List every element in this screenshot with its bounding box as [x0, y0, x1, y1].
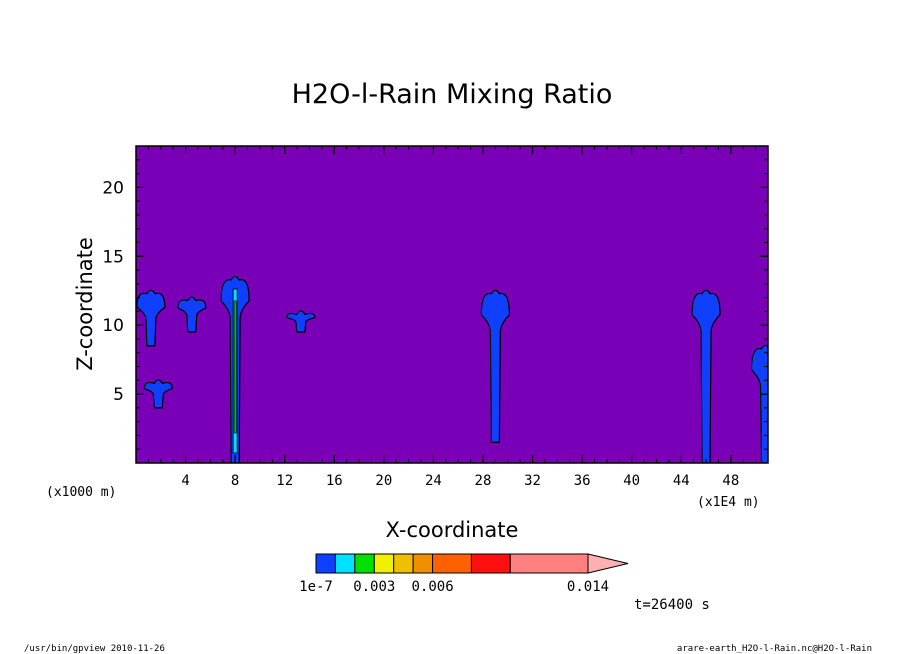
- colorbar-segment: [509, 553, 589, 574]
- y-tick-label: 15: [102, 247, 124, 267]
- rain-feature: [136, 289, 166, 347]
- rain-feature: [480, 289, 510, 443]
- colorbar-segment: [315, 553, 336, 574]
- x-tick-label: 40: [623, 473, 640, 489]
- x-tick-label: 28: [475, 473, 492, 489]
- plot-area: [135, 145, 769, 464]
- colorbar-label: 0.006: [411, 579, 453, 595]
- rain-feature: [691, 289, 721, 463]
- colorbar-label: 1e-7: [299, 579, 333, 595]
- y-axis-ticks: 5 10 15 20: [102, 159, 768, 450]
- x-tick-label: 36: [574, 473, 591, 489]
- colorbar-segment: [470, 553, 511, 574]
- x-tick-label: 32: [524, 473, 541, 489]
- x-axis-label: X-coordinate: [386, 518, 519, 542]
- rain-feature-shape: [750, 344, 768, 463]
- time-label: t=26400 s: [634, 597, 710, 613]
- y-tick-label: 20: [102, 178, 124, 198]
- colorbar-segment: [334, 553, 356, 574]
- chart-title: H2O-l-Rain Mixing Ratio: [292, 79, 613, 110]
- colorbar-labels: 1e-7 0.003 0.006 0.014: [299, 579, 609, 595]
- colorbar-segment: [393, 553, 414, 574]
- colorbar-label: 0.014: [567, 579, 609, 595]
- rain-feature-shape: [143, 379, 173, 409]
- rain-feature-shape: [286, 310, 316, 333]
- x-unit-right: (x1E4 m): [697, 495, 760, 510]
- x-tick-label: 16: [326, 473, 343, 489]
- x-tick-label: 48: [722, 473, 739, 489]
- rain-feature-shape: [691, 289, 721, 463]
- rain-feature: [143, 379, 173, 409]
- rain-feature: [286, 310, 316, 333]
- rain-feature-inner-core: [233, 300, 237, 434]
- x-tick-label: 44: [673, 473, 690, 489]
- rain-feature: [220, 275, 250, 463]
- rain-feature-shape: [177, 296, 207, 333]
- rain-feature-shape: [136, 289, 166, 347]
- plot-frame: [135, 145, 769, 464]
- colorbar-segment: [354, 553, 375, 574]
- colorbar-segment: [373, 553, 395, 574]
- x-tick-label: 24: [425, 473, 442, 489]
- x-tick-label: 12: [276, 473, 293, 489]
- colorbar-segment: [412, 553, 434, 574]
- footer-left: /usr/bin/gpview 2010-11-26: [24, 644, 165, 654]
- x-tick-label: 20: [375, 473, 392, 489]
- rain-feature: [177, 296, 207, 333]
- y-tick-label: 10: [102, 316, 124, 336]
- x-tick-label: 8: [231, 473, 239, 489]
- x-axis-ticks: 4 8 12 16 20 24 28 32 36 40 44 48: [147, 146, 757, 489]
- y-axis-label: Z-coordinate: [73, 237, 97, 371]
- colorbar-label: 0.003: [353, 579, 395, 595]
- y-tick-label: 5: [113, 385, 124, 405]
- x-unit-left: (x1000 m): [46, 485, 116, 500]
- colorbar: [315, 553, 629, 574]
- rain-feature: [750, 344, 768, 463]
- footer-right: arare-earth_H2O-l-Rain.nc@H2O-l-Rain: [677, 644, 872, 654]
- x-tick-label: 4: [181, 473, 189, 489]
- colorbar-extend-triangle: [587, 553, 629, 574]
- rain-feature-shape: [480, 289, 510, 443]
- colorbar-segment: [432, 553, 472, 574]
